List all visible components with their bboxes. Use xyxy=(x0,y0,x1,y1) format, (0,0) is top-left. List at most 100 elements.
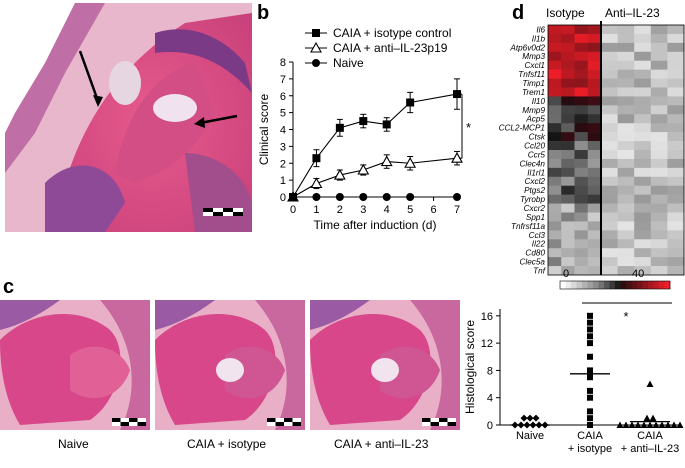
heatmap-cell xyxy=(587,176,602,187)
heatmap-cell xyxy=(634,176,652,187)
heatmap-cell xyxy=(667,185,685,195)
heatmap-cell xyxy=(587,114,602,124)
heatmap-cell xyxy=(574,25,589,35)
heatmap-cell xyxy=(548,221,562,231)
scale-bar-segment xyxy=(422,418,431,422)
heatmap-cell xyxy=(667,96,685,106)
data-point xyxy=(646,380,654,388)
heatmap-cell xyxy=(667,42,685,53)
heatmap-cell xyxy=(601,60,618,70)
heatmap-cell xyxy=(634,141,652,151)
colorbar-segment xyxy=(653,281,660,289)
heatmap-cell xyxy=(587,248,602,258)
data-point xyxy=(587,394,593,401)
heatmap-cell xyxy=(587,266,602,276)
histology-image-c-0 xyxy=(0,300,150,430)
scale-bar-segment xyxy=(112,418,121,422)
heatmap-cell xyxy=(574,248,589,258)
heatmap-border xyxy=(547,24,685,276)
heatmap-cell xyxy=(634,60,652,70)
caption-caia-isotype: CAIA + isotype xyxy=(187,437,267,451)
category-label: + anti–IL-23 xyxy=(621,443,679,455)
colorbar-segment xyxy=(659,281,665,289)
heatmap-cell xyxy=(587,212,602,222)
scale-bar-segment xyxy=(120,422,129,426)
heatmap-cell xyxy=(561,248,575,258)
gene-label: Mmp9 xyxy=(522,106,545,115)
heatmap-cell xyxy=(561,105,575,115)
data-point xyxy=(658,421,666,428)
heatmap-cell xyxy=(634,266,652,276)
category-label: CAIA xyxy=(637,430,663,442)
heatmap-cell xyxy=(601,230,618,240)
heatmap-cell xyxy=(561,87,575,97)
heatmap-cell xyxy=(650,150,668,160)
heatmap-cell xyxy=(548,25,562,35)
series-line-1 xyxy=(292,157,458,198)
heatmap-cell xyxy=(548,33,562,44)
heatmap-cell xyxy=(601,176,618,187)
heatmap-cell xyxy=(561,69,575,79)
data-point xyxy=(640,421,648,428)
heatmap-cell xyxy=(601,42,618,53)
data-point xyxy=(622,421,630,428)
heatmap-cell xyxy=(667,69,685,79)
gene-heatmap: Il6 Il1b Atp6v0d2 Mmp3 Cxcl1 Tnfsf11 Timp1 Trem… xyxy=(470,20,685,310)
legend-marker xyxy=(310,41,322,53)
heatmap-cell xyxy=(587,257,602,267)
heatmap-cell xyxy=(601,33,618,44)
colorbar-segment xyxy=(587,281,594,289)
heatmap-cell xyxy=(617,105,635,115)
histology-images-c xyxy=(0,300,460,430)
heatmap-cell xyxy=(617,132,635,142)
heatmap-cell xyxy=(548,60,562,70)
heatmap-cell xyxy=(548,167,562,178)
heatmap-cell xyxy=(548,230,562,240)
heatmap-cell xyxy=(617,42,635,53)
heatmap-cell xyxy=(561,33,575,44)
colorbar-segment xyxy=(642,281,649,289)
heatmap-cell xyxy=(650,78,668,88)
synovium-region xyxy=(155,300,215,330)
data-point xyxy=(587,374,593,381)
heatmap-cell xyxy=(548,257,562,267)
colorbar-segment xyxy=(664,281,671,289)
heatmap-cell xyxy=(574,212,589,222)
heatmap-cell xyxy=(561,132,575,142)
heatmap-cell xyxy=(650,105,668,115)
gene-label: Il10 xyxy=(532,97,546,106)
synovium-region xyxy=(0,300,60,330)
heatmap-cell xyxy=(617,33,635,44)
data-point xyxy=(382,120,391,129)
data-point xyxy=(406,98,415,107)
heatmap-cell xyxy=(634,78,652,88)
data-point xyxy=(310,177,323,189)
scale-bar-segment xyxy=(267,418,276,422)
heatmap-cell xyxy=(587,96,602,106)
gene-label: Timp1 xyxy=(522,79,545,88)
heatmap-cell xyxy=(548,51,562,62)
heatmap-cell xyxy=(561,185,575,195)
x-axis-label: Time after induction (d) xyxy=(314,218,437,232)
heatmap-cell xyxy=(561,230,575,240)
heatmap-cell xyxy=(650,51,668,62)
heatmap-cell xyxy=(634,167,652,178)
x-tick-label: 6 xyxy=(431,204,437,216)
scale-bar-segment xyxy=(284,418,293,422)
heatmap-cell xyxy=(548,132,562,142)
heatmap-cell xyxy=(617,185,635,195)
heatmap-cell xyxy=(574,221,589,231)
data-point xyxy=(359,193,368,201)
heatmap-cell xyxy=(548,248,562,258)
heatmap-cell xyxy=(601,87,618,97)
heatmap-cell xyxy=(601,167,618,178)
heatmap-cell xyxy=(667,194,685,204)
heatmap-cell xyxy=(574,96,589,106)
data-point xyxy=(312,154,321,163)
gene-label: Il1rl1 xyxy=(527,168,545,177)
colorbar-segment xyxy=(582,281,588,289)
heatmap-cell xyxy=(650,33,668,44)
heatmap-cell xyxy=(617,239,635,249)
histology-image-c-1 xyxy=(155,300,305,430)
heatmap-cell xyxy=(561,51,575,62)
